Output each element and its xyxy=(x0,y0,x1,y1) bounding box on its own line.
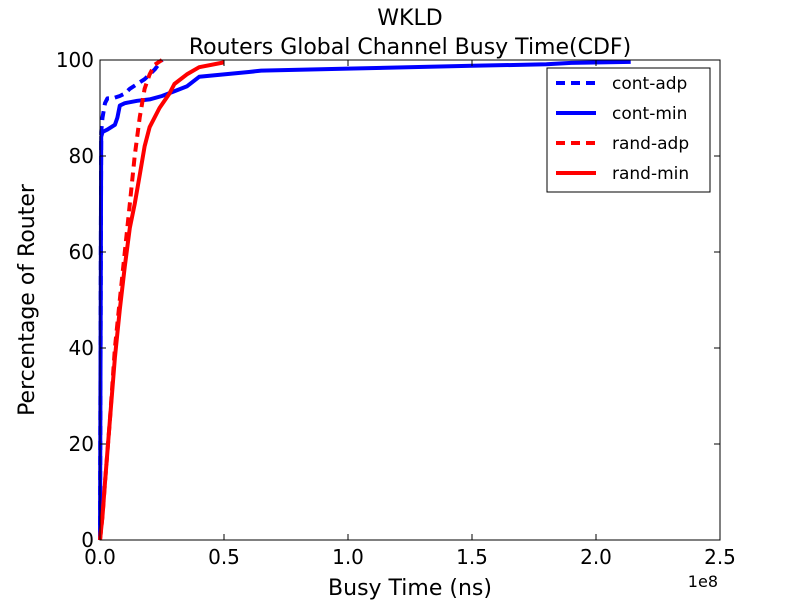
x-axis-offset-label: 1e8 xyxy=(688,572,718,591)
x-tick-label: 0.5 xyxy=(208,545,240,569)
y-tick-label: 80 xyxy=(69,144,94,168)
y-tick-label: 40 xyxy=(69,336,94,360)
x-tick-label: 2.0 xyxy=(580,545,612,569)
x-tick-label: 0.0 xyxy=(84,545,116,569)
legend-entries: cont-adp cont-min rand-adp rand-min xyxy=(556,74,689,184)
x-tick-label: 1.5 xyxy=(456,545,488,569)
legend-label-rand-adp: rand-adp xyxy=(612,134,689,154)
y-axis-ticks: 0 20 40 60 80 100 xyxy=(56,48,720,552)
y-tick-label: 60 xyxy=(69,240,94,264)
series-line-rand-min xyxy=(98,60,225,541)
plot-frame xyxy=(99,59,721,541)
legend-label-rand-min: rand-min xyxy=(612,164,689,184)
y-tick-label: 100 xyxy=(56,48,94,72)
x-tick-label: 1.0 xyxy=(332,545,364,569)
legend-label-cont-min: cont-min xyxy=(612,104,687,124)
series-line-rand-adp xyxy=(98,58,164,541)
series-layer xyxy=(98,58,631,541)
y-tick-label: 0 xyxy=(81,528,94,552)
chart-subtitle: Routers Global Channel Busy Time(CDF) xyxy=(189,35,631,60)
x-axis-label: Busy Time (ns) xyxy=(328,576,492,600)
y-axis-label: Percentage of Router xyxy=(15,183,40,416)
chart-title: WKLD xyxy=(377,6,442,31)
legend: cont-adp cont-min rand-adp rand-min xyxy=(546,67,711,193)
y-tick-label: 20 xyxy=(69,432,94,456)
series-line-cont-adp xyxy=(98,58,164,541)
x-tick-label: 2.5 xyxy=(704,545,736,569)
legend-label-cont-adp: cont-adp xyxy=(612,74,687,94)
x-axis-ticks: 0.0 0.5 1.0 1.5 2.0 2.5 xyxy=(84,60,736,569)
